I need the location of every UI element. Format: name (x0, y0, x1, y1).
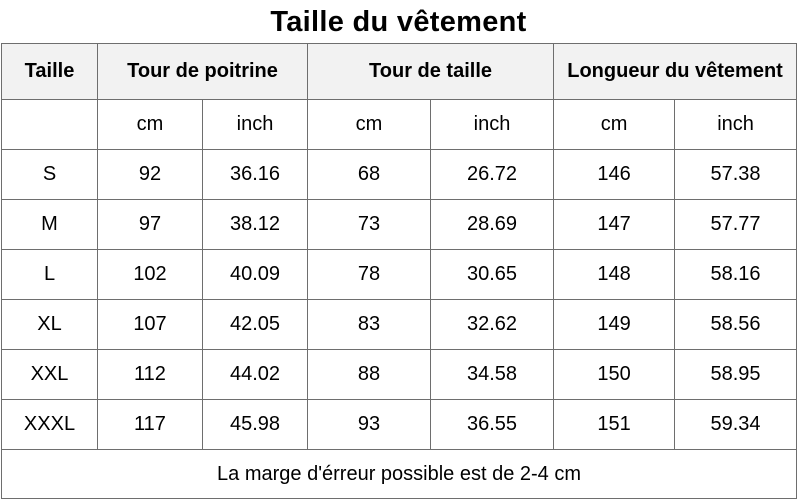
value-cell: 97 (97, 199, 203, 250)
header-waist: Tour de taille (307, 43, 555, 100)
value-cell: 44.02 (201, 349, 309, 400)
size-cell: S (1, 149, 98, 200)
size-cell: M (1, 199, 98, 250)
unit-cell: inch (674, 99, 797, 150)
value-cell: 58.95 (674, 349, 797, 400)
value-cell: 107 (97, 299, 203, 350)
table-row: S 92 36.16 68 26.72 146 57.38 (1, 149, 797, 200)
value-cell: 78 (307, 249, 432, 300)
size-cell: XXL (1, 349, 98, 400)
value-cell: 30.65 (430, 249, 555, 300)
table-row: XL 107 42.05 83 32.62 149 58.56 (1, 299, 797, 350)
value-cell: 83 (307, 299, 432, 350)
error-margin-note: La marge d'érreur possible est de 2-4 cm (0, 449, 797, 499)
size-cell: XXXL (1, 399, 98, 450)
value-cell: 58.16 (674, 249, 797, 300)
value-cell: 34.58 (430, 349, 555, 400)
table-row: XXL 112 44.02 88 34.58 150 58.95 (1, 349, 797, 400)
value-cell: 112 (97, 349, 203, 400)
unit-cell: inch (201, 99, 309, 150)
value-cell: 40.09 (201, 249, 309, 300)
value-cell: 102 (97, 249, 203, 300)
units-row: cm inch cm inch cm inch (1, 99, 797, 150)
value-cell: 57.38 (674, 149, 797, 200)
value-cell: 88 (307, 349, 432, 400)
value-cell: 26.72 (430, 149, 555, 200)
header-size: Taille (1, 43, 98, 100)
value-cell: 58.56 (674, 299, 797, 350)
value-cell: 36.16 (201, 149, 309, 200)
table-row: XXXL 117 45.98 93 36.55 151 59.34 (1, 399, 797, 450)
value-cell: 32.62 (430, 299, 555, 350)
table-header-row: Taille Tour de poitrine Tour de taille L… (1, 43, 797, 100)
value-cell: 57.77 (674, 199, 797, 250)
value-cell: 28.69 (430, 199, 555, 250)
unit-cell: cm (97, 99, 203, 150)
value-cell: 38.12 (201, 199, 309, 250)
value-cell: 68 (307, 149, 432, 200)
header-chest: Tour de poitrine (96, 43, 309, 100)
value-cell: 36.55 (430, 399, 555, 450)
value-cell: 73 (307, 199, 432, 250)
unit-cell: inch (430, 99, 555, 150)
unit-cell: cm (553, 99, 676, 150)
value-cell: 93 (307, 399, 432, 450)
value-cell: 148 (553, 249, 676, 300)
value-cell: 146 (553, 149, 676, 200)
value-cell: 42.05 (201, 299, 309, 350)
note-row: La marge d'érreur possible est de 2-4 cm (0, 449, 797, 499)
value-cell: 59.34 (674, 399, 797, 450)
size-chart-table: Taille Tour de poitrine Tour de taille L… (0, 43, 797, 499)
value-cell: 117 (97, 399, 203, 450)
units-empty-cell (1, 99, 98, 150)
size-cell: L (1, 249, 98, 300)
size-cell: XL (1, 299, 98, 350)
unit-cell: cm (307, 99, 432, 150)
value-cell: 151 (553, 399, 676, 450)
table-row: L 102 40.09 78 30.65 148 58.16 (1, 249, 797, 300)
page-title: Taille du vêtement (270, 6, 527, 38)
value-cell: 147 (553, 199, 676, 250)
value-cell: 45.98 (201, 399, 309, 450)
value-cell: 150 (553, 349, 676, 400)
value-cell: 149 (553, 299, 676, 350)
header-length: Longueur du vêtement (553, 43, 797, 100)
value-cell: 92 (97, 149, 203, 200)
table-row: M 97 38.12 73 28.69 147 57.77 (1, 199, 797, 250)
